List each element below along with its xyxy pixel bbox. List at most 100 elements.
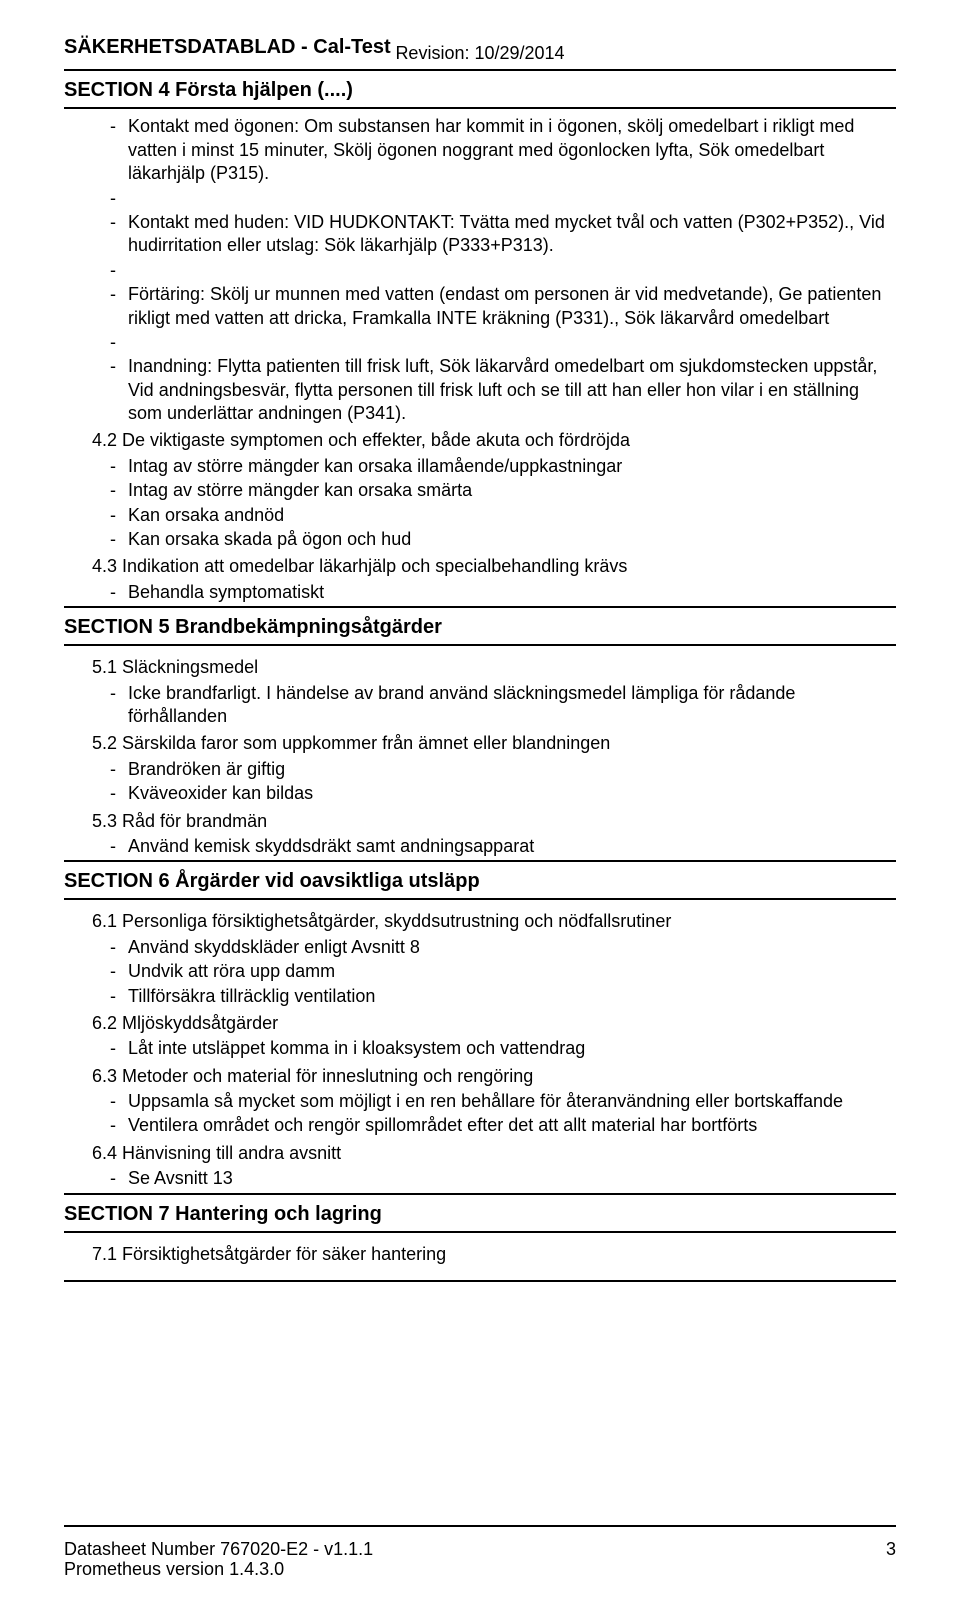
list-item: -Kan orsaka andnöd bbox=[110, 504, 896, 527]
list-item-text: Ventilera området och rengör spillområde… bbox=[128, 1114, 896, 1137]
bullet-dash: - bbox=[110, 1167, 128, 1190]
s4-3-list: -Behandla symptomatiskt bbox=[64, 581, 896, 604]
s4-ingest-text: Förtäring: Skölj ur munnen med vatten (e… bbox=[128, 283, 896, 330]
bullet-dash: - bbox=[110, 1037, 128, 1060]
list-item: -Kväveoxider kan bildas bbox=[110, 782, 896, 805]
s4-3-heading: 4.3 Indikation att omedelbar läkarhjälp … bbox=[92, 555, 896, 578]
s4-inhale-label: Inandning: bbox=[128, 356, 212, 376]
list-item-text: Kan orsaka skada på ögon och hud bbox=[128, 528, 896, 551]
list-item-text: Icke brandfarligt. I händelse av brand a… bbox=[128, 682, 896, 729]
section7-rule bbox=[64, 1231, 896, 1233]
section6-top-rule bbox=[64, 860, 896, 862]
section7-heading: SECTION 7 Hantering och lagring bbox=[64, 1201, 896, 1227]
bullet-dash: - bbox=[110, 479, 128, 502]
list-item-text: Behandla symptomatiskt bbox=[128, 581, 896, 604]
s4-2-list: -Intag av större mängder kan orsaka illa… bbox=[64, 455, 896, 552]
list-item-text: Brandröken är giftig bbox=[128, 758, 896, 781]
bullet-dash: - bbox=[110, 835, 128, 858]
s6-3-heading: 6.3 Metoder och material för inneslutnin… bbox=[92, 1065, 896, 1088]
list-item: -Icke brandfarligt. I händelse av brand … bbox=[110, 682, 896, 729]
list-item-text: Låt inte utsläppet komma in i kloaksyste… bbox=[128, 1037, 896, 1060]
s4-eye-row: - Kontakt med ögonen: Om substansen har … bbox=[110, 115, 896, 185]
bullet-dash: - bbox=[110, 581, 128, 604]
s4-ingest-body: Skölj ur munnen med vatten (endast om pe… bbox=[128, 284, 881, 327]
list-item: -Intag av större mängder kan orsaka smär… bbox=[110, 479, 896, 502]
section5-rule bbox=[64, 644, 896, 646]
s5-2-heading: 5.2 Särskilda faror som uppkommer från ä… bbox=[92, 732, 896, 755]
section7-top-rule bbox=[64, 1193, 896, 1195]
list-item-text: Använd kemisk skyddsdräkt samt andningsa… bbox=[128, 835, 896, 858]
list-item: -Låt inte utsläppet komma in i kloaksyst… bbox=[110, 1037, 896, 1060]
bullet-dash: - bbox=[110, 355, 128, 425]
list-item: -Intag av större mängder kan orsaka illa… bbox=[110, 455, 896, 478]
footer-line2: Prometheus version 1.4.3.0 bbox=[64, 1558, 284, 1581]
s4-eye-label: Kontakt med ögonen: bbox=[128, 116, 299, 136]
s5-3-list: -Använd kemisk skyddsdräkt samt andnings… bbox=[64, 835, 896, 858]
s4-inhale-text: Inandning: Flytta patienten till frisk l… bbox=[128, 355, 896, 425]
s6-2-list: -Låt inte utsläppet komma in i kloaksyst… bbox=[64, 1037, 896, 1060]
page-number: 3 bbox=[886, 1538, 896, 1561]
s6-4-list: - Se Avsnitt 13 bbox=[64, 1167, 896, 1190]
bullet-dash: - bbox=[110, 960, 128, 983]
section6-heading: SECTION 6 Årgärder vid oavsiktliga utslä… bbox=[64, 868, 896, 894]
page: SÄKERHETSDATABLAD - Cal-Test Revision: 1… bbox=[0, 0, 960, 1599]
footer-rule bbox=[64, 1280, 896, 1282]
list-item: -Använd skyddskläder enligt Avsnitt 8 bbox=[110, 936, 896, 959]
s5-1-heading: 5.1 Släckningsmedel bbox=[92, 656, 896, 679]
bullet-dash: - bbox=[110, 283, 128, 330]
s4-2-heading: 4.2 De viktigaste symptomen och effekter… bbox=[92, 429, 896, 452]
s6-3-list: -Uppsamla så mycket som möjligt i en ren… bbox=[64, 1090, 896, 1138]
list-item: -Behandla symptomatiskt bbox=[110, 581, 896, 604]
list-item-text: Undvik att röra upp damm bbox=[128, 960, 896, 983]
section4-rule bbox=[64, 107, 896, 109]
s4-inhale-body: Flytta patienten till frisk luft, Sök lä… bbox=[128, 356, 877, 423]
bullet-dash: - bbox=[110, 115, 128, 185]
list-item-text: Använd skyddskläder enligt Avsnitt 8 bbox=[128, 936, 896, 959]
header-rule bbox=[64, 69, 896, 71]
bullet-dash: - bbox=[110, 504, 128, 527]
list-item-text: Se Avsnitt 13 bbox=[128, 1167, 896, 1190]
s7-1-heading: 7.1 Försiktighetsåtgärder för säker hant… bbox=[92, 1243, 896, 1266]
list-item: -Undvik att röra upp damm bbox=[110, 960, 896, 983]
bullet-dash: - bbox=[110, 758, 128, 781]
bullet-dash: - bbox=[110, 682, 128, 729]
list-item-text: Intag av större mängder kan orsaka smärt… bbox=[128, 479, 896, 502]
s6-4-heading: 6.4 Hänvisning till andra avsnitt bbox=[92, 1142, 896, 1165]
s4-inhale-row: - Inandning: Flytta patienten till frisk… bbox=[110, 355, 896, 425]
list-item-text: Tillförsäkra tillräcklig ventilation bbox=[128, 985, 896, 1008]
section6-rule bbox=[64, 898, 896, 900]
section4-heading: SECTION 4 Första hjälpen (....) bbox=[64, 77, 896, 103]
bullet-dash: - bbox=[110, 211, 128, 258]
list-item: -Använd kemisk skyddsdräkt samt andnings… bbox=[110, 835, 896, 858]
list-item-text: Kan orsaka andnöd bbox=[128, 504, 896, 527]
bullet-dash: - bbox=[110, 782, 128, 805]
bullet-dash: - bbox=[110, 528, 128, 551]
list-item: - Se Avsnitt 13 bbox=[110, 1167, 896, 1190]
list-item: -Kan orsaka skada på ögon och hud bbox=[110, 528, 896, 551]
section5-heading: SECTION 5 Brandbekämpningsåtgärder bbox=[64, 614, 896, 640]
s6-1-list: -Använd skyddskläder enligt Avsnitt 8-Un… bbox=[64, 936, 896, 1008]
list-item-text: Uppsamla så mycket som möjligt i en ren … bbox=[128, 1090, 896, 1113]
bullet-dash: - bbox=[110, 936, 128, 959]
s5-1-list: -Icke brandfarligt. I händelse av brand … bbox=[64, 682, 896, 729]
bullet-dash: - bbox=[110, 1090, 128, 1113]
bullet-dash: - bbox=[110, 455, 128, 478]
s5-2-list: -Brandröken är giftig-Kväveoxider kan bi… bbox=[64, 758, 896, 806]
s4-skin-text: Kontakt med huden: VID HUDKONTAKT: Tvätt… bbox=[128, 211, 896, 258]
list-item-text: Kväveoxider kan bildas bbox=[128, 782, 896, 805]
list-item: -Uppsamla så mycket som möjligt i en ren… bbox=[110, 1090, 896, 1113]
s4-ingest-row: - Förtäring: Skölj ur munnen med vatten … bbox=[110, 283, 896, 330]
s6-1-heading: 6.1 Personliga försiktighetsåtgärder, sk… bbox=[92, 910, 896, 933]
solo-dash: - bbox=[110, 187, 896, 210]
s4-skin-label: Kontakt med huden: bbox=[128, 212, 289, 232]
s4-eye-text: Kontakt med ögonen: Om substansen har ko… bbox=[128, 115, 896, 185]
list-item: - Tillförsäkra tillräcklig ventilation bbox=[110, 985, 896, 1008]
s4-skin-row: - Kontakt med huden: VID HUDKONTAKT: Tvä… bbox=[110, 211, 896, 258]
section5-top-rule bbox=[64, 606, 896, 608]
solo-dash: - bbox=[110, 259, 896, 282]
s5-3-heading: 5.3 Råd för brandmän bbox=[92, 810, 896, 833]
bullet-dash: - bbox=[110, 1114, 128, 1137]
list-item: -Brandröken är giftig bbox=[110, 758, 896, 781]
s4-ingest-label: Förtäring: bbox=[128, 284, 205, 304]
solo-dash: - bbox=[110, 331, 896, 354]
